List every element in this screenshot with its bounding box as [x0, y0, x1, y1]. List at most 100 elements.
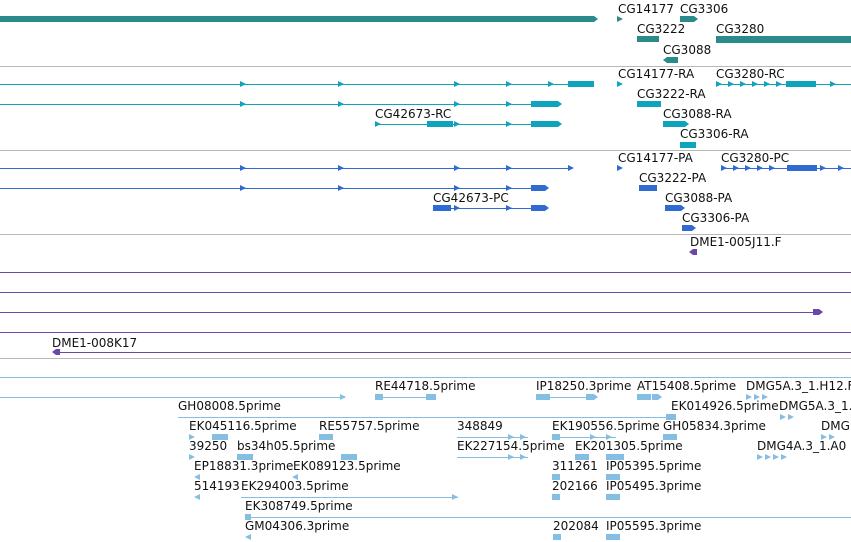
strand-arrow [240, 185, 246, 191]
gene-label-cg3306: CG3306 [680, 2, 729, 16]
est-label: DMG [821, 419, 850, 433]
transcript-label-cg3222-ra: CG3222-RA [637, 87, 706, 101]
est-block [536, 394, 550, 400]
exon-block [639, 185, 657, 191]
est-label: GH08008.5prime [178, 399, 281, 413]
gene-label-cg3280: CG3280 [716, 22, 765, 36]
exon-block [427, 121, 453, 127]
strand-arrow [340, 394, 346, 400]
est-label: IP05495.3prime [606, 479, 702, 493]
protein-label-cg3280-pc: CG3280-PC [721, 151, 790, 165]
strand-arrow [452, 494, 458, 500]
protein-label-cg3222-pa: CG3222-PA [639, 171, 707, 185]
est-block [426, 394, 436, 400]
est-label: DMG4A.3_1.A0 [757, 439, 847, 453]
gene-glyph-cg14177 [617, 16, 623, 22]
est-label: 348849 [457, 419, 503, 433]
est-block [341, 454, 357, 460]
est-block [606, 494, 620, 500]
exon-block [568, 81, 594, 87]
est-label: 202084 [553, 519, 599, 533]
strand-arrow [820, 165, 826, 171]
est-block [212, 434, 228, 440]
transcript-label-cg3088-ra: CG3088-RA [663, 107, 732, 121]
clone-label-dme1-008k17: DME1-008K17 [52, 336, 138, 350]
strand-arrow [829, 434, 835, 440]
exon-block [0, 16, 598, 22]
est-block [575, 454, 589, 460]
est-label: RE44718.5prime [375, 379, 476, 393]
exon-block [652, 394, 662, 400]
strand-arrow [781, 454, 787, 460]
exon-block [680, 16, 698, 22]
strand-arrow [838, 165, 844, 171]
strand-arrow [508, 434, 514, 440]
exon-block [680, 142, 696, 148]
est-label: EK089123.5prime [293, 459, 401, 473]
gene-glyph-cg3280 [716, 36, 851, 43]
est-label: 202166 [552, 479, 598, 493]
exon-block [786, 81, 816, 87]
strand-arrow [240, 101, 246, 107]
strand-arrow [292, 474, 298, 480]
strand-arrow [762, 394, 768, 400]
est-label: 39250 [189, 439, 228, 453]
strand-arrow [506, 81, 512, 87]
est-label: IP05395.5prime [606, 459, 702, 473]
strand-arrow [506, 121, 512, 127]
est-block [666, 414, 676, 420]
strand-arrow [375, 121, 381, 127]
transcript-label-cg14177-ra: CG14177-RA [618, 67, 695, 81]
est-block [606, 454, 624, 460]
strand-arrow [721, 165, 727, 171]
strand-arrow [454, 101, 460, 107]
strand-arrow [821, 434, 827, 440]
est-block [237, 454, 253, 460]
strand-arrow [752, 81, 758, 87]
strand-arrow [765, 454, 771, 460]
est-label: EK045116.5prime [189, 419, 297, 433]
est-label: bs34h05.5prime [237, 439, 336, 453]
strand-arrow [454, 205, 460, 211]
est-block [637, 394, 651, 400]
exon-block [531, 185, 549, 191]
gene-label-cg3222: CG3222 [637, 22, 686, 36]
est-label: 514193 [194, 479, 240, 493]
est-label: EK308749.5prime [245, 499, 353, 513]
est-block [606, 474, 620, 480]
exon-block [52, 349, 60, 355]
strand-arrow [745, 165, 751, 171]
est-block [552, 434, 560, 440]
strand-arrow [746, 394, 752, 400]
strand-arrow [454, 185, 460, 191]
exon-block [637, 101, 661, 107]
est-block [319, 434, 333, 440]
gene-glyph-cg3222 [637, 36, 659, 42]
strand-arrow [754, 394, 760, 400]
est-label: AT15408.5prime [637, 379, 737, 393]
est-label: EK294003.5prime [241, 479, 349, 493]
exon-block [665, 205, 685, 211]
strand-arrow [606, 434, 612, 440]
gene-label-cg3088: CG3088 [663, 43, 712, 57]
exon-block [663, 121, 689, 127]
strand-arrow [506, 165, 512, 171]
strand-arrow [338, 165, 344, 171]
est-label: EK190556.5prime [552, 419, 660, 433]
est-block [606, 534, 620, 540]
strand-arrow [454, 81, 460, 87]
strand-arrow [506, 205, 512, 211]
est-label: 311261 [552, 459, 598, 473]
strand-arrow [568, 165, 574, 171]
transcript-label-cg42673-rc: CG42673-RC [375, 107, 452, 121]
strand-arrow [194, 494, 200, 500]
exon-block [586, 394, 598, 400]
strand-arrow [506, 101, 512, 107]
strand-arrow [617, 165, 623, 171]
est-block [552, 494, 560, 500]
exon-block [689, 249, 697, 255]
strand-arrow [757, 454, 763, 460]
est-label: DMG5A.3_1. [779, 399, 851, 413]
exon-block [813, 309, 823, 315]
